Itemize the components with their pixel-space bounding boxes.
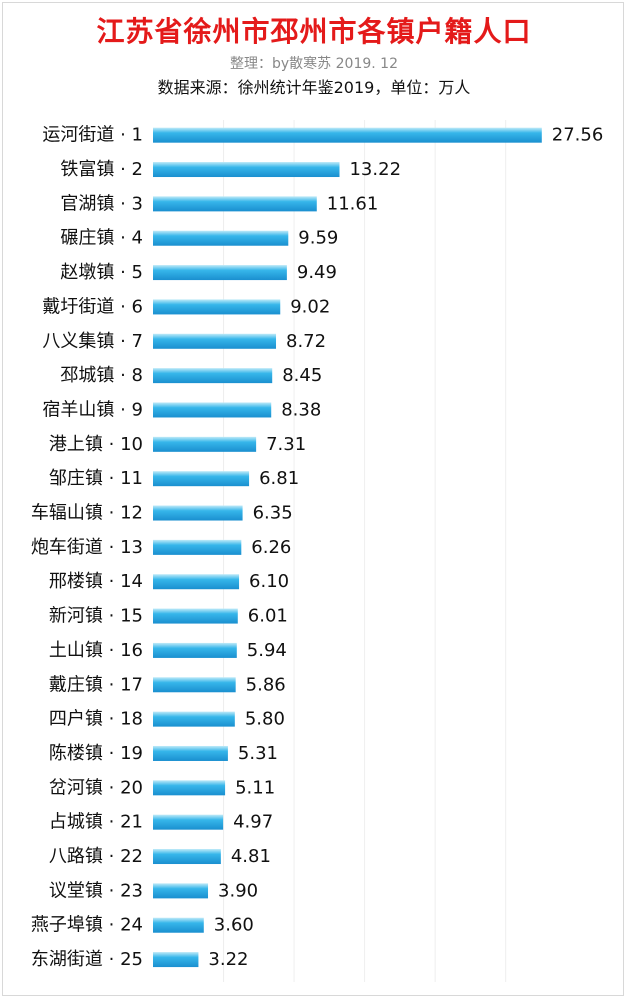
bar [153, 265, 287, 281]
bar [153, 745, 228, 761]
data-label: 6.01 [248, 606, 288, 627]
bar [153, 299, 281, 315]
data-label: 9.59 [298, 228, 338, 249]
category-label: 四户镇 · 18 [49, 709, 143, 730]
data-label: 4.81 [231, 846, 271, 867]
category-label: 戴圩街道 · 6 [42, 296, 143, 317]
bar [153, 883, 209, 899]
chart-subtitle: 整理：by散寒苏 2019. 12 [230, 56, 398, 72]
data-label: 5.86 [246, 674, 286, 695]
data-label: 6.35 [253, 503, 293, 524]
bar-series [153, 127, 542, 968]
category-label: 邢楼镇 · 14 [49, 571, 143, 592]
category-label: 戴庄镇 · 17 [49, 674, 143, 695]
category-label: 官湖镇 · 3 [60, 193, 143, 214]
data-label: 5.94 [247, 640, 287, 661]
category-label: 赵墩镇 · 5 [60, 262, 143, 283]
bar [153, 471, 250, 487]
data-label: 6.26 [251, 537, 291, 558]
data-label: 11.61 [327, 193, 379, 214]
bar [153, 677, 236, 693]
data-label: 6.81 [259, 468, 299, 489]
bar [153, 574, 240, 590]
data-label: 3.90 [218, 880, 258, 901]
data-label: 3.60 [214, 915, 254, 936]
bar [153, 849, 221, 865]
data-label: 8.38 [281, 399, 321, 420]
data-label: 3.22 [208, 949, 248, 970]
data-label: 8.72 [286, 331, 326, 352]
category-label: 八路镇 · 22 [49, 846, 143, 867]
bar [153, 333, 277, 349]
category-label: 土山镇 · 16 [49, 640, 143, 661]
category-label: 燕子埠镇 · 24 [31, 915, 143, 936]
data-label: 27.56 [552, 125, 604, 146]
bar [153, 711, 235, 727]
data-label: 8.45 [282, 365, 322, 386]
bar [153, 368, 273, 384]
bar [153, 780, 226, 796]
category-label: 岔河镇 · 20 [49, 777, 143, 798]
bar [153, 196, 317, 212]
bar [153, 642, 237, 658]
bar [153, 814, 224, 830]
data-label: 5.31 [238, 743, 278, 764]
category-label: 宿羊山镇 · 9 [42, 399, 143, 420]
category-label: 陈楼镇 · 19 [49, 743, 143, 764]
labels: 运河街道 · 1 27.56 铁富镇 · 2 13.22 官湖镇 · 3 11.61 碾庄镇… [31, 125, 603, 970]
category-label: 占城镇 · 21 [49, 812, 143, 833]
bar [153, 436, 257, 452]
category-label: 八义集镇 · 7 [42, 331, 143, 352]
data-label: 13.22 [349, 159, 401, 180]
category-label: 碾庄镇 · 4 [60, 228, 143, 249]
category-label: 邳城镇 · 8 [60, 365, 143, 386]
data-label: 9.49 [297, 262, 337, 283]
bar [153, 162, 340, 178]
category-label: 新河镇 · 15 [49, 606, 143, 627]
bar [153, 230, 289, 246]
category-label: 运河街道 · 1 [42, 125, 143, 146]
data-label: 6.10 [249, 571, 289, 592]
category-label: 铁富镇 · 2 [60, 159, 143, 180]
gridlines [223, 120, 507, 982]
category-label: 东湖街道 · 25 [31, 949, 143, 970]
data-label: 4.97 [233, 812, 273, 833]
bar [153, 917, 204, 933]
data-label: 5.11 [235, 777, 275, 798]
bar [153, 608, 238, 624]
category-label: 议堂镇 · 23 [49, 880, 143, 901]
category-label: 邹庄镇 · 11 [49, 468, 143, 489]
bar [153, 952, 199, 968]
category-label: 炮车街道 · 13 [31, 537, 143, 558]
data-label: 7.31 [266, 434, 306, 455]
data-source-note: 数据来源：徐州统计年鉴2019，单位：万人 [157, 78, 471, 97]
bar [153, 127, 542, 143]
bar [153, 505, 243, 521]
category-label: 港上镇 · 10 [49, 434, 143, 455]
bar [153, 539, 242, 555]
chart-title: 江苏省徐州市邳州市各镇户籍人口 [96, 15, 532, 48]
bar [153, 402, 272, 418]
category-label: 车辐山镇 · 12 [31, 503, 143, 524]
data-label: 9.02 [290, 296, 330, 317]
data-label: 5.80 [245, 709, 285, 730]
